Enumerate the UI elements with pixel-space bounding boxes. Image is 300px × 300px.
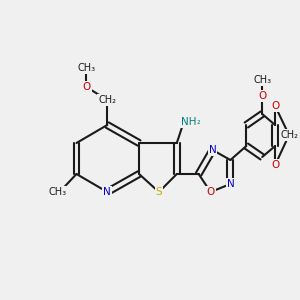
- Text: CH₃: CH₃: [77, 63, 95, 73]
- Text: ₂: ₂: [197, 118, 200, 127]
- Text: S: S: [156, 187, 162, 197]
- Text: N: N: [103, 187, 111, 197]
- Text: O: O: [271, 101, 279, 111]
- Text: CH₃: CH₃: [253, 75, 271, 85]
- Text: CH₂: CH₂: [280, 130, 298, 140]
- Text: N: N: [209, 145, 216, 155]
- Text: CH₃: CH₃: [49, 187, 67, 197]
- Text: O: O: [206, 187, 215, 197]
- Text: N: N: [226, 179, 234, 189]
- Text: O: O: [258, 91, 266, 101]
- Text: O: O: [271, 160, 279, 170]
- Text: CH₂: CH₂: [98, 95, 116, 105]
- Text: NH: NH: [181, 117, 197, 127]
- Text: O: O: [82, 82, 91, 92]
